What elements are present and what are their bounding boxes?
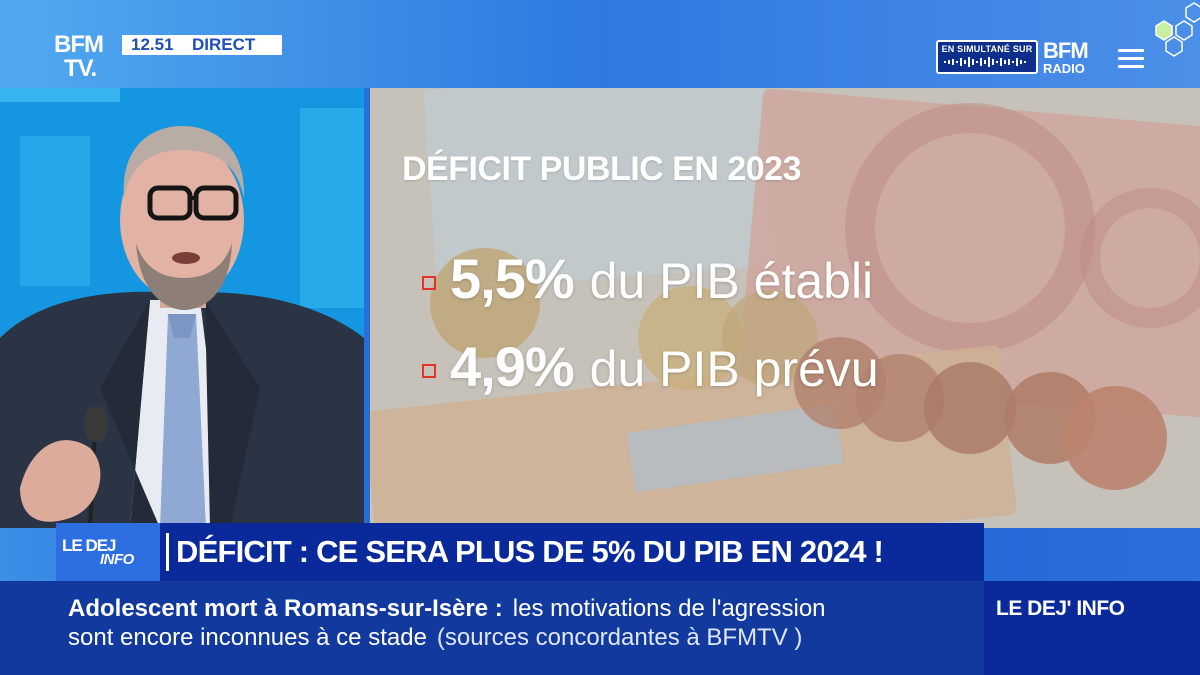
ticker-source: (sources concordantes à BFMTV ) [436,624,803,651]
bfm-radio-logo-line1: BFM [1043,38,1089,63]
program-tag-label: LE DEJ' INFO [996,597,1125,620]
bfm-radio-logo-line2: RADIO [1043,61,1085,76]
news-ticker [0,581,984,675]
stat-description: du PIB établi [589,253,874,309]
show-logo-line2: INFO [100,551,134,568]
ticker-line1: Adolescent mort à Romans-sur-Isère : les … [68,595,826,623]
presenter-illustration [0,88,364,528]
menu-icon [1118,49,1144,69]
audio-wave-icon [944,57,1026,67]
stat-description: du PIB prévu [589,341,879,397]
graphic-title: DÉFICIT PUBLIC EN 2023 [402,150,801,188]
show-logo: LE DEJ INFO [56,523,160,581]
graphic-panel: DÉFICIT PUBLIC EN 2023 5,5% du PIB établ… [370,88,1200,528]
live-label: DIRECT [192,35,256,54]
headline-text: DÉFICIT : CE SERA PLUS DE 5% DU PIB EN 2… [176,534,884,569]
stat-line: 5,5% du PIB établi [422,246,874,311]
simulcast-badge: EN SIMULTANÉ SUR [936,40,1038,74]
bfmtv-logo-line1: BFM [54,31,104,58]
presenter-video-panel [0,88,364,528]
ticker-line2: sont encore inconnues à ce stade (sources… [68,624,802,652]
euro-banknotes-background [370,88,1200,528]
simulcast-label: EN SIMULTANÉ SUR [941,44,1033,54]
headline-banner: LE DEJ INFO DÉFICIT : CE SERA PLUS DE 5%… [56,523,984,581]
bfm-radio-logo: BFM RADIO [1043,40,1105,78]
ticker-headline-rest: les motivations de l'agression [512,595,826,622]
program-tag [984,581,1200,675]
bfmtv-logo: BFM TV. [54,33,120,87]
stat-value: 4,9% [450,335,575,398]
live-indicator: 12.51 DIRECT [122,35,282,55]
stat-line: 4,9% du PIB prévu [422,334,879,399]
show-logo-line1: LE DEJ [62,536,117,555]
stat-value: 5,5% [450,247,575,310]
headline-divider [166,533,169,571]
bullet-square-icon [422,364,436,378]
bfmtv-logo-line2: TV. [64,55,97,82]
live-time: 12.51 [131,35,174,54]
hexagon-decoration [1155,2,1200,57]
bullet-square-icon [422,276,436,290]
ticker-headline-bold: Adolescent mort à Romans-sur-Isère : [68,595,503,622]
ticker-line2-text: sont encore inconnues à ce stade [68,624,427,651]
